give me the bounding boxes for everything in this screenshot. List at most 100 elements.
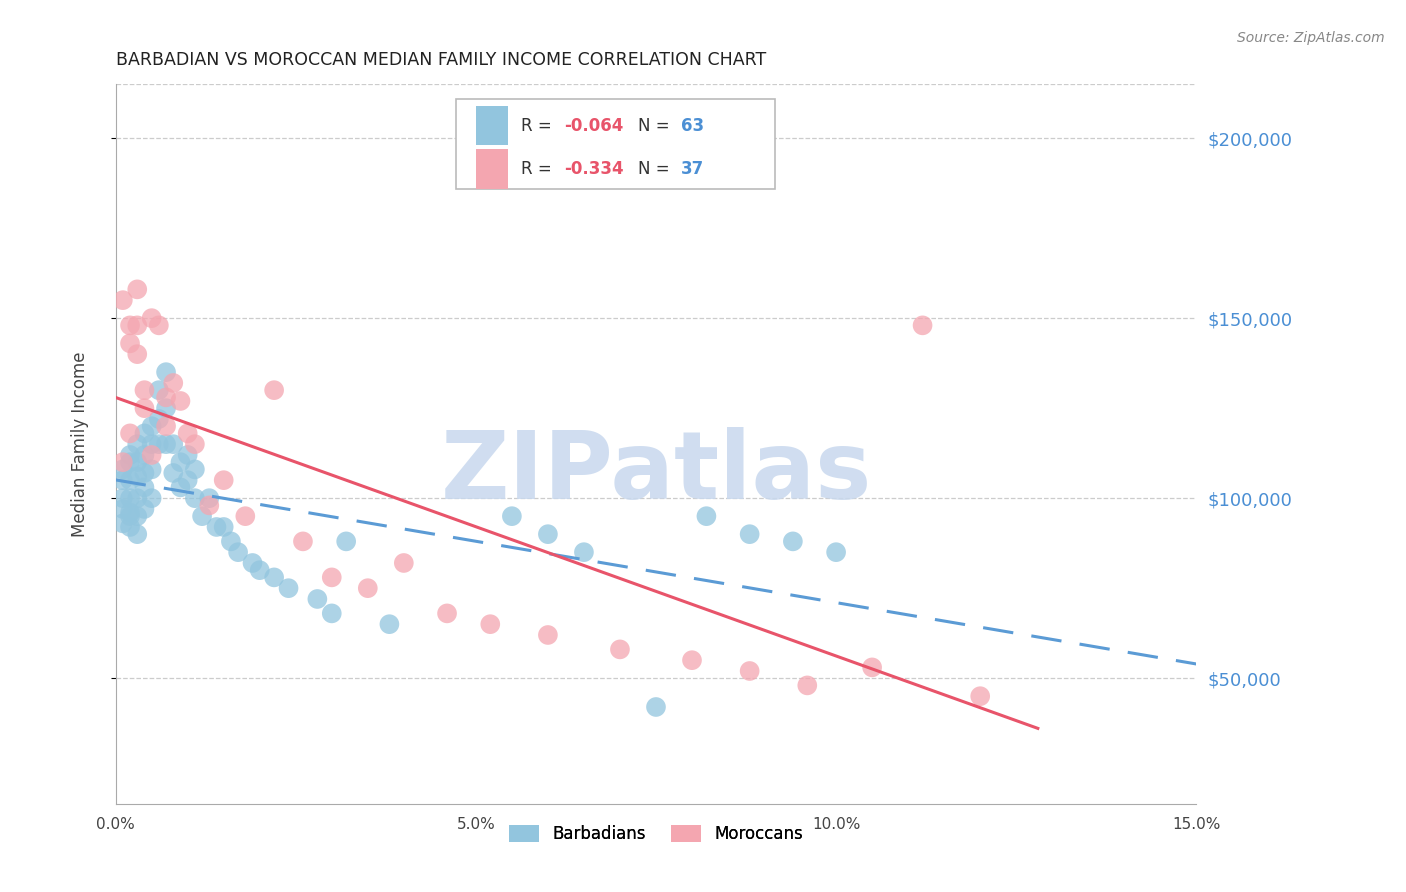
Point (118, 455, 141, 469)
Point (184, 462, 207, 476)
FancyBboxPatch shape (475, 106, 508, 145)
Text: N =: N = (637, 160, 675, 178)
Point (392, 556, 415, 570)
Point (176, 473, 198, 487)
Point (111, 473, 134, 487)
Point (127, 469, 149, 483)
Point (134, 466, 156, 480)
Point (141, 437, 163, 451)
Point (127, 491, 149, 505)
Y-axis label: Median Family Income: Median Family Income (72, 351, 89, 537)
Point (436, 607, 458, 621)
Point (134, 426, 156, 441)
Point (118, 506, 141, 520)
Point (198, 499, 221, 513)
Point (572, 545, 595, 559)
Point (263, 570, 285, 584)
FancyBboxPatch shape (475, 149, 508, 188)
Point (162, 466, 184, 480)
Point (169, 455, 191, 469)
Point (277, 581, 299, 595)
Point (162, 376, 184, 390)
Point (134, 383, 156, 397)
Point (307, 592, 329, 607)
Point (321, 570, 343, 584)
Point (148, 412, 170, 426)
Point (796, 678, 818, 692)
Point (321, 607, 343, 621)
Point (118, 509, 141, 524)
Point (148, 383, 170, 397)
Point (155, 401, 177, 416)
Point (134, 480, 156, 494)
Point (681, 653, 703, 667)
Point (141, 448, 163, 462)
Point (111, 462, 134, 476)
Point (205, 520, 228, 534)
Point (111, 502, 134, 516)
Text: Source: ZipAtlas.com: Source: ZipAtlas.com (1237, 31, 1385, 45)
Point (738, 527, 761, 541)
Point (127, 437, 149, 451)
Point (111, 491, 134, 505)
Point (127, 527, 149, 541)
Text: 63: 63 (681, 117, 704, 135)
Point (176, 426, 198, 441)
Point (148, 318, 170, 333)
Point (141, 419, 163, 434)
Point (226, 545, 249, 559)
Point (141, 311, 163, 326)
Text: -0.334: -0.334 (564, 160, 624, 178)
Point (118, 473, 141, 487)
Point (212, 520, 235, 534)
Point (501, 509, 523, 524)
Point (118, 318, 141, 333)
Point (134, 448, 156, 462)
Point (155, 390, 177, 404)
Point (537, 527, 560, 541)
Text: BARBADIAN VS MOROCCAN MEDIAN FAMILY INCOME CORRELATION CHART: BARBADIAN VS MOROCCAN MEDIAN FAMILY INCO… (115, 51, 766, 69)
Point (291, 534, 314, 549)
Legend: Barbadians, Moroccans: Barbadians, Moroccans (502, 818, 810, 850)
Point (191, 509, 214, 524)
Point (118, 448, 141, 462)
FancyBboxPatch shape (456, 98, 775, 188)
Point (911, 318, 934, 333)
Point (242, 556, 264, 570)
Point (969, 689, 991, 703)
Point (184, 437, 207, 451)
Point (176, 448, 198, 462)
Point (127, 347, 149, 361)
Point (860, 660, 883, 674)
Point (169, 480, 191, 494)
Point (127, 318, 149, 333)
Point (155, 437, 177, 451)
Point (537, 628, 560, 642)
Point (738, 664, 761, 678)
Point (219, 534, 242, 549)
Text: N =: N = (637, 117, 675, 135)
Point (479, 617, 502, 632)
Point (378, 617, 401, 632)
Point (141, 491, 163, 505)
Point (134, 502, 156, 516)
Text: R =: R = (520, 117, 557, 135)
Point (155, 365, 177, 379)
Point (111, 516, 134, 531)
Text: R =: R = (520, 160, 557, 178)
Point (134, 401, 156, 416)
Point (118, 336, 141, 351)
Point (249, 563, 271, 577)
Point (609, 642, 631, 657)
Point (141, 462, 163, 476)
Point (127, 282, 149, 296)
Point (127, 509, 149, 524)
Point (127, 455, 149, 469)
Point (155, 419, 177, 434)
Point (148, 437, 170, 451)
Point (357, 581, 380, 595)
Point (111, 455, 134, 469)
Point (263, 383, 285, 397)
Point (645, 700, 668, 714)
Point (198, 491, 221, 505)
